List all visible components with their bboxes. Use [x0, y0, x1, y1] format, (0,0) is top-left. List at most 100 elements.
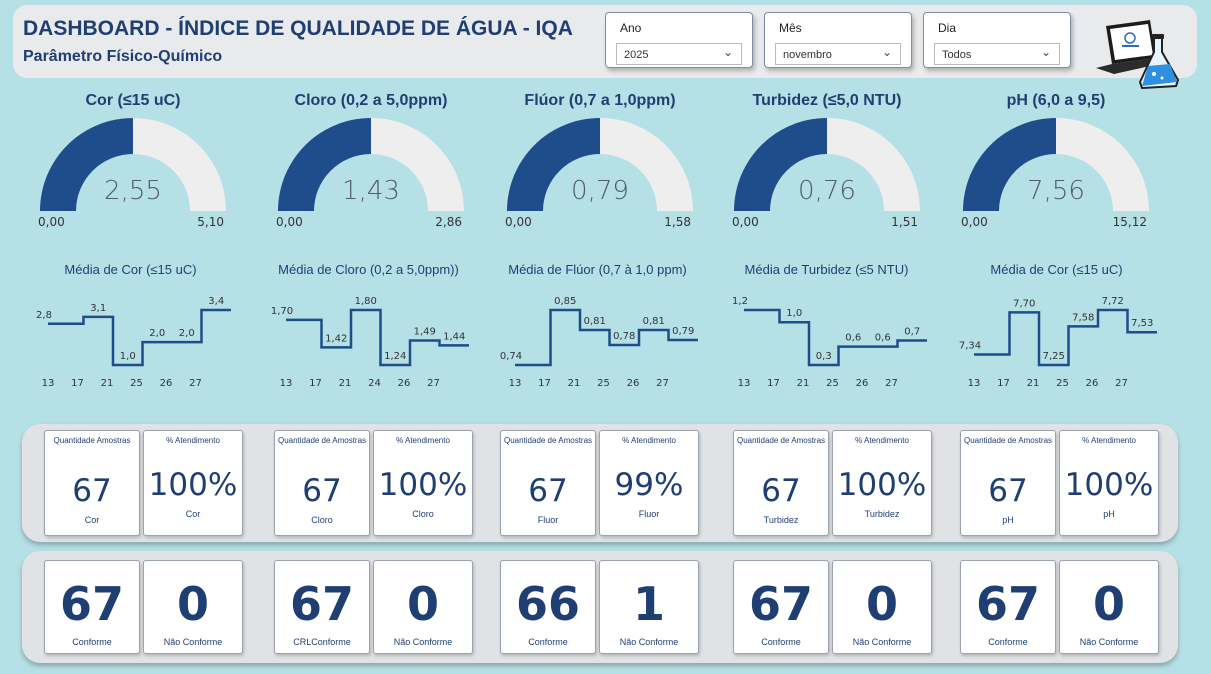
line-chart-svg: 1,2 13 1,0 17 0,3 21 0,6 25 0,6 26 0,7 27: [732, 296, 927, 389]
x-tick-label: 25: [1056, 378, 1069, 389]
line-chart-cor: Média de Cor (≤15 uC) 2,8 13 3,1 17 1,0 21 2,0…: [28, 258, 233, 398]
card-value: 100%: [837, 467, 927, 503]
card-value: 100%: [1064, 467, 1154, 503]
series-line: [515, 308, 698, 367]
data-label: 1,42: [325, 333, 347, 344]
chart-title: Média de Cor (≤15 uC): [64, 262, 197, 277]
data-label: 1,70: [271, 306, 293, 317]
data-label: 7,70: [1013, 298, 1035, 309]
card-footer: Conforme: [761, 637, 801, 647]
gauge-title: Cor (≤15 uC): [85, 92, 181, 109]
gauge-max: 5,10: [197, 215, 224, 229]
card-footer: Não Conforme: [619, 637, 679, 647]
gauge-min: 0,00: [276, 215, 303, 229]
card-header: % Atendimento: [396, 436, 450, 445]
filter-dia[interactable]: Dia Todos ⌄: [923, 12, 1071, 68]
laptop-flask-logo: [1096, 20, 1180, 90]
attendance-card: % Atendimento 100% pH: [1059, 430, 1159, 536]
data-label: 1,24: [384, 351, 406, 362]
card-value: 67: [988, 473, 1028, 509]
chevron-down-icon[interactable]: ⌄: [722, 45, 733, 59]
sample-count-card: Quantidade de Amostras 67 Turbidez: [733, 430, 829, 536]
card-footer: Não Conforme: [852, 637, 912, 647]
x-tick-label: 26: [160, 378, 173, 389]
card-footer: Não Conforme: [1079, 637, 1139, 647]
gauge-max: 15,12: [1112, 215, 1147, 229]
gauge-title: pH (6,0 a 9,5): [1006, 92, 1106, 109]
gauge-title: Flúor (0,7 a 1,0ppm): [524, 92, 676, 109]
chart-title: Média de Cloro (0,2 a 5,0ppm)): [278, 262, 459, 277]
card-footer: Turbidez: [864, 509, 900, 519]
card-value: 67: [72, 473, 112, 509]
gauge-fill: [507, 118, 600, 211]
chevron-down-icon[interactable]: ⌄: [1040, 45, 1051, 59]
card-header: % Atendimento: [166, 436, 220, 445]
card-header: Quantidade de Amostras: [736, 436, 826, 445]
data-label: 7,58: [1072, 312, 1094, 323]
gauge-min: 0,00: [732, 215, 759, 229]
gauge-max: 1,58: [664, 215, 691, 229]
data-label: 3,4: [208, 296, 224, 307]
gauge-turbidez: Turbidez (≤5,0 NTU) 0,76 0,00 1,51: [732, 90, 922, 232]
chevron-down-icon[interactable]: ⌄: [881, 45, 892, 59]
card-footer: Turbidez: [763, 515, 799, 525]
card-value: 0: [406, 577, 439, 631]
data-label: 1,80: [355, 296, 377, 307]
card-footer: Fluor: [537, 515, 559, 525]
sample-count-card: Quantidade de Amostras 67 pH: [960, 430, 1056, 536]
nao-conforme-card: 0 Não Conforme: [832, 560, 932, 654]
card-header: Quantidade de Amostras: [503, 436, 593, 445]
data-label: 0,85: [554, 296, 576, 307]
nao-conforme-card: 1 Não Conforme: [599, 560, 699, 654]
series-line: [286, 308, 469, 367]
card-footer: Cor: [185, 509, 201, 519]
x-tick-label: 17: [997, 378, 1010, 389]
gauge-value: 1,43: [342, 176, 400, 206]
card-value: 1: [632, 577, 665, 631]
data-label: 1,2: [732, 296, 748, 307]
gauge-cloro: Cloro (0,2 a 5,0ppm) 1,43 0,00 2,86: [276, 90, 466, 232]
card-value: 67: [975, 577, 1040, 631]
x-tick-label: 26: [856, 378, 869, 389]
line-chart-svg: 1,70 13 1,42 17 1,80 21 1,24 24 1,49 26 1,44 27: [271, 296, 469, 389]
gauge-fill: [278, 118, 371, 211]
gauge-track: [1056, 118, 1149, 211]
x-tick-label: 27: [656, 378, 669, 389]
conforme-card: 66 Conforme: [500, 560, 596, 654]
card-footer: Não Conforme: [393, 637, 453, 647]
chart-title: Média de Cor (≤15 uC): [990, 262, 1123, 277]
conforme-card: 67 Conforme: [733, 560, 829, 654]
filter-ano-dropdown[interactable]: 2025 ⌄: [616, 43, 742, 65]
card-footer: Conforme: [72, 637, 112, 647]
data-label: 0,6: [875, 333, 891, 344]
data-label: 1,0: [786, 308, 802, 319]
gauge-fill: [963, 118, 1056, 211]
line-chart-svg: 2,8 13 3,1 17 1,0 21 2,0 25 2,0 26 3,4 27: [36, 296, 231, 389]
attendance-card: % Atendimento 99% Fluor: [599, 430, 699, 536]
card-footer: Conforme: [528, 637, 568, 647]
data-label: 7,25: [1043, 351, 1065, 362]
filter-mes[interactable]: Mês novembro ⌄: [764, 12, 912, 68]
line-chart-ph: Média de Cor (≤15 uC) 7,34 13 7,70 17 7,25 21…: [954, 258, 1159, 398]
gauge-track: [600, 118, 693, 211]
x-tick-label: 21: [1027, 378, 1040, 389]
attendance-card: % Atendimento 100% Cor: [143, 430, 243, 536]
gauge-track: [827, 118, 920, 211]
data-label: 0,74: [500, 351, 522, 362]
data-label: 7,72: [1102, 296, 1124, 307]
x-tick-label: 27: [427, 378, 440, 389]
x-tick-label: 17: [538, 378, 551, 389]
x-tick-label: 13: [968, 378, 981, 389]
filter-mes-dropdown[interactable]: novembro ⌄: [775, 43, 901, 65]
card-footer: pH: [1002, 515, 1014, 525]
filter-ano[interactable]: Ano 2025 ⌄: [605, 12, 753, 68]
filter-mes-value: novembro: [783, 49, 832, 61]
data-label: 7,53: [1131, 318, 1153, 329]
card-value: 100%: [378, 467, 468, 503]
line-chart-turbidez: Média de Turbidez (≤5 NTU) 1,2 13 1,0 17 0,3…: [724, 258, 929, 398]
gauge-arc: [40, 118, 226, 211]
gauge-track: [133, 118, 226, 211]
series-line: [974, 308, 1157, 367]
card-value: 67: [59, 577, 124, 631]
filter-dia-dropdown[interactable]: Todos ⌄: [934, 43, 1060, 65]
